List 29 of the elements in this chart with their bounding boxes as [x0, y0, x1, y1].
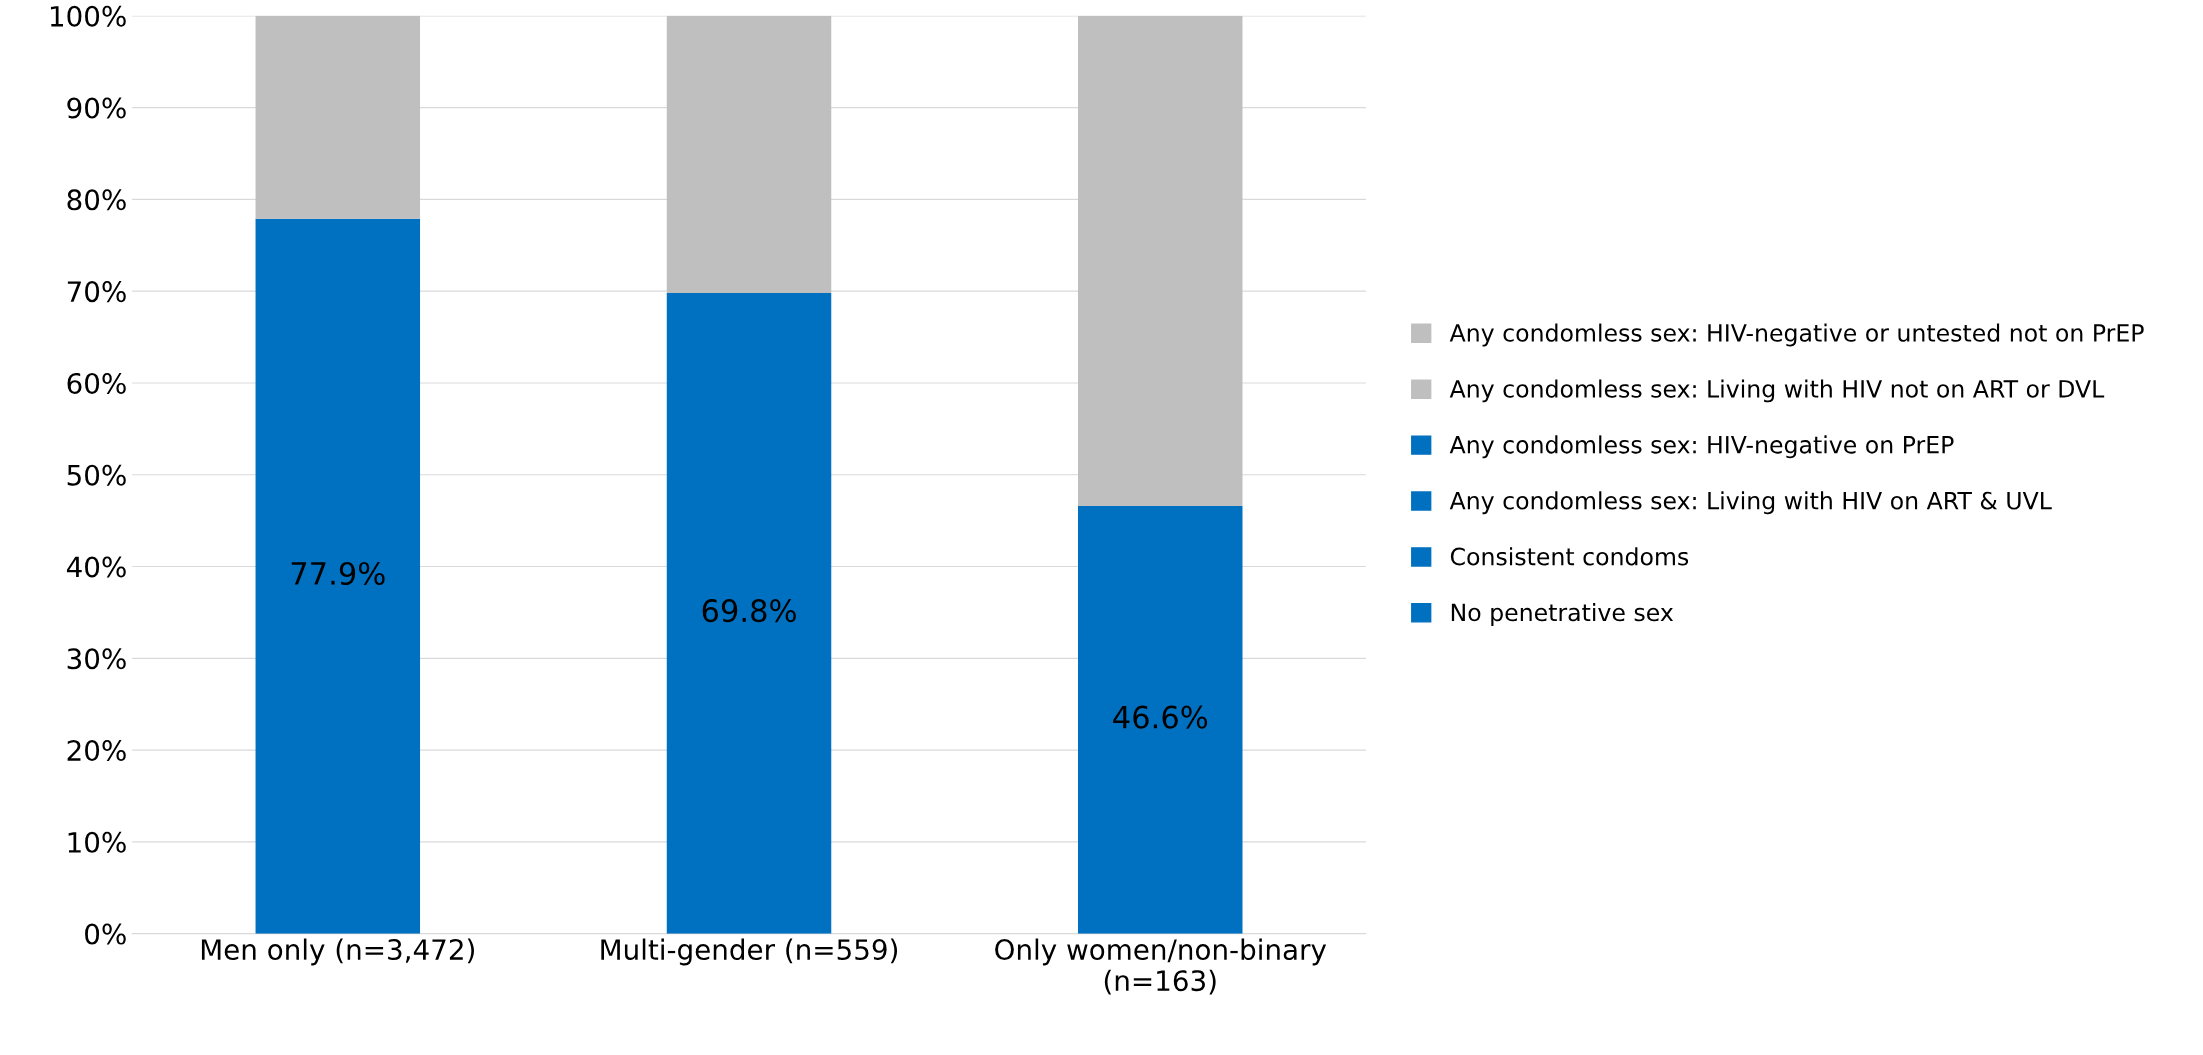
y-tick-label: 60%: [67, 372, 126, 394]
y-tick-label: 10%: [68, 831, 126, 853]
y-tick-label: 50%: [67, 464, 126, 486]
y-tick-label: 20%: [67, 740, 126, 762]
y-tick-label: 100%: [50, 5, 126, 27]
data-label: 69.8%: [702, 599, 796, 623]
legend-label: Consistent condoms: [1450, 547, 1689, 566]
legend-label: Any condomless sex: Living with HIV not on ART or DVL: [1449, 379, 2105, 403]
bar: [666, 15, 832, 294]
bar: [1078, 505, 1243, 934]
y-tick-label: 80%: [67, 189, 126, 211]
legend-label: Any condomless sex: HIV-negative on PrEP: [1449, 435, 1954, 459]
y-tick-label: 40%: [66, 556, 126, 578]
data-label: 77.9%: [291, 561, 385, 586]
bar: [1078, 15, 1243, 506]
x-tick-label: Only women/non-binary (n=163): [995, 938, 1327, 995]
bar: [255, 15, 421, 219]
data-label: 46.6%: [1113, 705, 1208, 729]
y-tick-label: 70%: [67, 281, 126, 303]
y-tick-label: 30%: [67, 648, 126, 670]
x-tick-label: Men only (n=3,472): [201, 938, 474, 966]
x-tick-label: Multi-gender (n=559): [601, 938, 898, 966]
legend-label: Any condomless sex: Living with HIV on ART & UVL: [1449, 491, 2052, 515]
bar: [255, 218, 421, 934]
legend-label: Any condomless sex: HIV-negative or untested not on PrEP: [1449, 323, 2144, 347]
legend-label: No penetrative sex: [1451, 603, 1674, 626]
y-tick-label: 90%: [67, 97, 126, 119]
y-tick-label: 0%: [85, 923, 126, 945]
bar: [666, 293, 832, 934]
